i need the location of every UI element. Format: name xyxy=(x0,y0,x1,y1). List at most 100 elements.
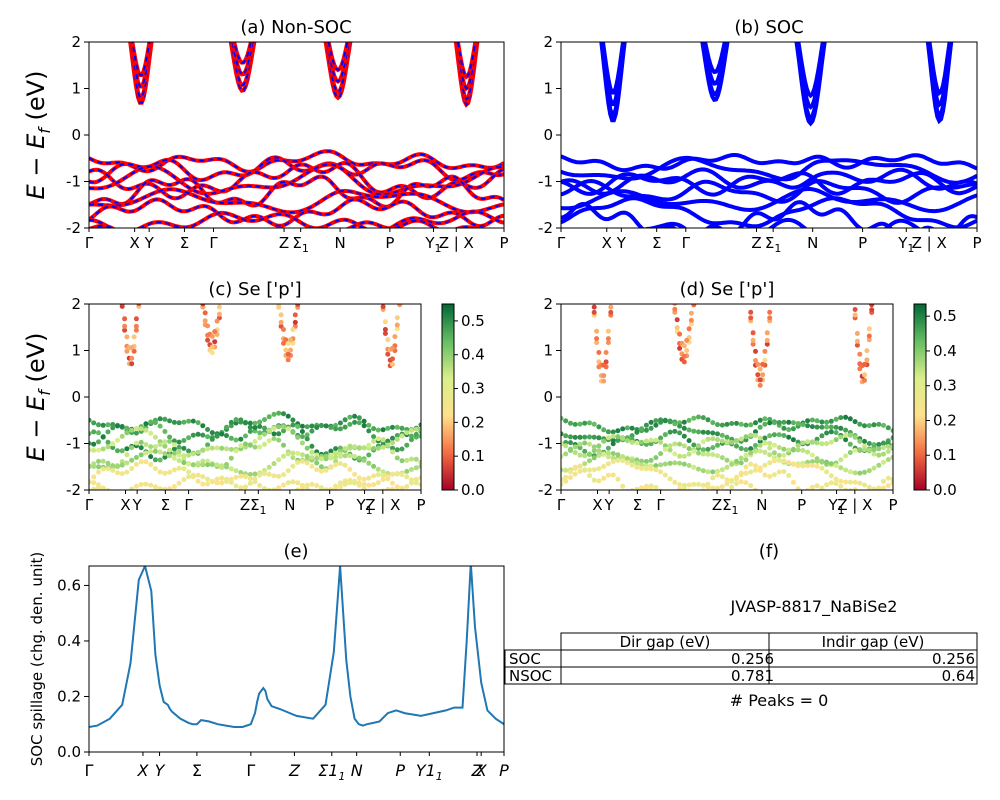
band-line xyxy=(89,174,504,209)
projection-point xyxy=(688,317,694,323)
projection-point xyxy=(262,425,267,431)
projection-point xyxy=(152,444,158,450)
projection-point xyxy=(271,473,277,479)
panel-b-yticks: -2 -1 0 1 2 xyxy=(538,33,561,237)
panel-a-title: (a) Non-SOC xyxy=(240,17,351,38)
projection-point xyxy=(366,452,372,458)
projection-point xyxy=(715,431,720,437)
projection-point xyxy=(639,458,645,464)
table-row-soc-dir: 0.256 xyxy=(731,650,774,668)
projection-point xyxy=(824,469,830,475)
projection-point xyxy=(684,348,690,353)
projection-point xyxy=(568,469,573,475)
projection-point xyxy=(648,419,654,425)
projection-point xyxy=(342,446,348,451)
projection-point xyxy=(186,469,192,475)
projection-point xyxy=(404,457,410,463)
ylabel-row2: E − Ef (eV) xyxy=(22,333,54,462)
projection-point xyxy=(871,486,877,490)
projection-point xyxy=(700,447,706,453)
projection-point xyxy=(186,474,192,480)
projection-point xyxy=(89,464,92,470)
projection-point xyxy=(862,438,867,444)
projection-point xyxy=(148,444,154,450)
panel-b-plot xyxy=(561,42,977,228)
projection-point xyxy=(843,437,849,443)
ytick-label: -2 xyxy=(66,219,81,237)
xtick-label: P xyxy=(385,234,394,252)
projection-point xyxy=(762,440,768,446)
projection-point xyxy=(181,438,187,443)
projection-point xyxy=(390,440,395,446)
projection-point xyxy=(205,323,211,329)
projection-point xyxy=(866,326,872,332)
projection-point xyxy=(167,486,173,490)
projection-point xyxy=(247,480,253,486)
projection-point xyxy=(866,468,872,474)
projection-point xyxy=(110,425,116,431)
projection-point xyxy=(719,474,725,480)
colorbar-tick-label: 0.3 xyxy=(933,377,957,395)
projection-point xyxy=(776,452,782,458)
projection-point xyxy=(881,451,886,457)
projection-point xyxy=(591,304,597,310)
ytick-label: 0.4 xyxy=(57,632,81,650)
projection-point xyxy=(228,466,234,472)
ytick-label: 2 xyxy=(71,295,81,313)
projection-point xyxy=(214,476,220,482)
projection-point xyxy=(233,420,239,426)
projection-point xyxy=(418,475,421,481)
colorbar-tick-label: 0.4 xyxy=(933,342,957,360)
projection-point xyxy=(299,423,305,429)
ytick-label: -2 xyxy=(538,219,553,237)
projection-point xyxy=(91,441,97,447)
projection-point xyxy=(885,449,891,454)
projection-point xyxy=(568,475,573,480)
projection-point xyxy=(257,444,263,450)
projection-point xyxy=(767,309,773,315)
projection-point xyxy=(295,460,301,465)
projection-point xyxy=(347,414,353,420)
projection-point xyxy=(734,458,739,464)
projection-point xyxy=(409,427,414,433)
projection-point xyxy=(285,341,291,346)
projection-point xyxy=(105,429,111,435)
projection-point xyxy=(152,484,158,490)
projection-point xyxy=(257,430,263,436)
projection-point xyxy=(276,437,282,443)
xtick-label: Σ xyxy=(652,234,661,252)
projection-point xyxy=(705,436,711,442)
projection-point xyxy=(138,482,144,487)
projection-point xyxy=(238,473,244,479)
projection-point xyxy=(304,482,310,488)
projection-point xyxy=(767,445,773,451)
projection-point xyxy=(621,489,624,490)
projection-point xyxy=(110,467,116,473)
projection-point xyxy=(247,442,253,448)
ytick-label: 0.6 xyxy=(57,576,81,594)
projection-point xyxy=(115,423,120,429)
projection-point xyxy=(162,439,168,445)
panel-e-title: (e) xyxy=(283,541,308,562)
projection-point xyxy=(385,474,391,479)
projection-point xyxy=(809,417,815,423)
projection-point xyxy=(328,465,334,470)
projection-point xyxy=(838,483,844,489)
projection-point xyxy=(105,422,111,428)
projection-point xyxy=(805,423,811,429)
projection-point xyxy=(615,437,621,443)
projection-point xyxy=(854,338,860,344)
projection-point xyxy=(561,467,564,473)
band-line xyxy=(129,42,479,92)
projection-point xyxy=(648,487,654,490)
projection-point xyxy=(295,304,301,307)
projection-point xyxy=(271,436,277,442)
projection-point xyxy=(281,428,286,434)
xtick-label: Σ1 xyxy=(292,234,308,255)
projection-point xyxy=(563,451,569,457)
projection-point xyxy=(337,426,343,432)
projection-point xyxy=(596,466,602,472)
projection-point xyxy=(753,433,758,438)
